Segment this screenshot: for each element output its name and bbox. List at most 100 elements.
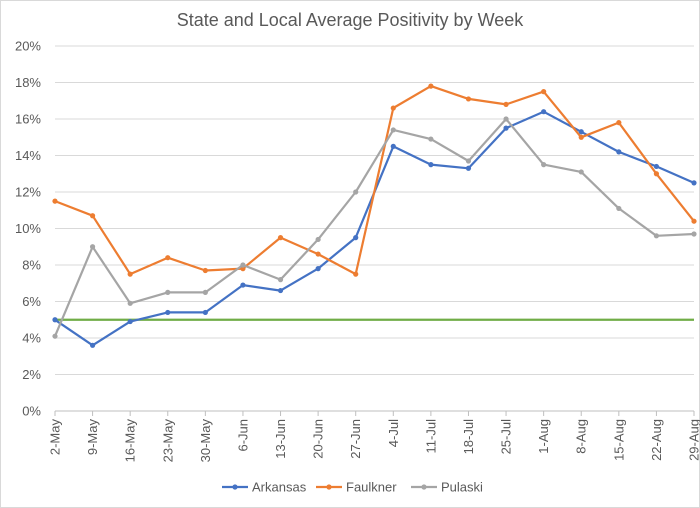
x-tick-label: 22-Aug <box>649 419 664 461</box>
legend-label: Faulkner <box>346 480 397 495</box>
y-tick-label: 8% <box>22 258 41 273</box>
x-tick-label: 8-Aug <box>574 419 589 454</box>
data-point <box>240 262 246 268</box>
data-point <box>202 309 208 316</box>
data-point <box>428 136 434 142</box>
data-point <box>127 318 133 325</box>
data-point <box>691 180 697 186</box>
legend-item: Faulkner <box>316 480 397 495</box>
x-tick-label: 30-May <box>198 419 213 463</box>
data-point <box>691 231 697 237</box>
data-point <box>616 120 622 126</box>
y-tick-label: 2% <box>22 367 41 382</box>
x-tick-label: 13-Jun <box>273 419 288 459</box>
data-point <box>277 287 284 294</box>
legend-label: Arkansas <box>252 480 307 495</box>
data-point <box>465 165 472 171</box>
x-tick-label: 16-May <box>123 419 138 463</box>
data-point <box>315 266 321 272</box>
y-tick-label: 10% <box>15 221 41 236</box>
y-tick-label: 16% <box>15 112 41 127</box>
data-point <box>616 205 622 212</box>
data-point <box>240 282 246 288</box>
gridlines <box>55 45 694 412</box>
chart-title: State and Local Average Positivity by We… <box>177 10 525 30</box>
data-point <box>202 267 208 274</box>
x-tick-label: 11-Jul <box>423 419 438 454</box>
legend-label: Pulaski <box>441 480 483 495</box>
legend-item: Pulaski <box>411 480 483 495</box>
data-point <box>653 233 660 239</box>
data-point <box>353 189 359 195</box>
legend: Arkansas Faulkner Pulaski <box>222 480 483 495</box>
data-point <box>653 171 660 177</box>
data-point <box>277 235 284 241</box>
data-point <box>541 109 547 115</box>
legend-marker <box>326 484 332 490</box>
x-tick-label: 2-May <box>48 419 63 456</box>
x-tick-label: 9-May <box>85 419 100 456</box>
series-layer <box>52 83 697 348</box>
data-point <box>691 218 697 224</box>
data-point <box>353 235 359 241</box>
y-tick-label: 20% <box>15 39 41 54</box>
data-point <box>428 83 434 89</box>
data-point <box>165 309 171 316</box>
data-point <box>127 271 133 277</box>
data-point <box>52 198 58 204</box>
series-pulaski <box>52 116 697 339</box>
data-point <box>541 162 547 168</box>
y-tick-label: 18% <box>15 75 41 90</box>
y-tick-label: 12% <box>15 185 41 200</box>
data-point <box>315 251 321 257</box>
x-tick-label: 23-May <box>160 419 175 463</box>
data-point <box>165 289 171 295</box>
data-point <box>503 116 509 122</box>
series-faulkner <box>52 83 697 277</box>
data-point <box>465 158 472 164</box>
x-tick-label: 18-Jul <box>461 419 476 455</box>
legend-marker <box>232 484 238 490</box>
y-axis-ticks: 0% 2% 4% 6% 8% 10% 12% 14% 16% 18% 20% <box>15 39 41 419</box>
data-point <box>89 213 96 219</box>
data-point <box>390 143 396 149</box>
legend-marker <box>421 484 427 490</box>
data-point <box>390 127 396 133</box>
data-point <box>616 149 622 155</box>
data-point <box>89 342 96 348</box>
data-point <box>353 271 359 277</box>
data-point <box>390 105 396 111</box>
data-point <box>578 169 584 175</box>
y-tick-label: 0% <box>22 404 41 419</box>
data-point <box>277 277 284 283</box>
data-point <box>315 236 321 243</box>
legend-item: Arkansas <box>222 480 307 495</box>
x-tick-label: 29-Aug <box>687 419 700 461</box>
x-tick-label: 4-Jul <box>386 419 401 447</box>
data-point <box>127 300 133 306</box>
y-tick-label: 4% <box>22 331 41 346</box>
data-point <box>165 255 171 261</box>
x-tick-label: 27-Jun <box>348 419 363 459</box>
data-point <box>240 266 246 272</box>
x-tick-label: 6-Jun <box>235 419 250 452</box>
data-point <box>503 101 509 107</box>
x-axis-ticks: 2-May 9-May 16-May 23-May 30-May 6-Jun 13-Jun 2… <box>48 411 700 462</box>
x-tick-label: 1-Aug <box>536 419 551 454</box>
data-point <box>202 289 208 295</box>
data-point <box>89 244 96 250</box>
series-line <box>53 117 695 337</box>
x-tick-label: 15-Aug <box>611 419 626 461</box>
data-point <box>52 333 58 339</box>
data-point <box>541 89 547 95</box>
data-point <box>428 162 434 168</box>
data-point <box>578 134 584 140</box>
y-tick-label: 14% <box>15 148 41 163</box>
data-point <box>503 125 509 131</box>
x-tick-label: 25-Jul <box>499 419 514 455</box>
data-point <box>653 163 660 170</box>
y-tick-label: 6% <box>22 294 41 309</box>
x-tick-label: 20-Jun <box>311 419 326 459</box>
data-point <box>52 317 58 323</box>
